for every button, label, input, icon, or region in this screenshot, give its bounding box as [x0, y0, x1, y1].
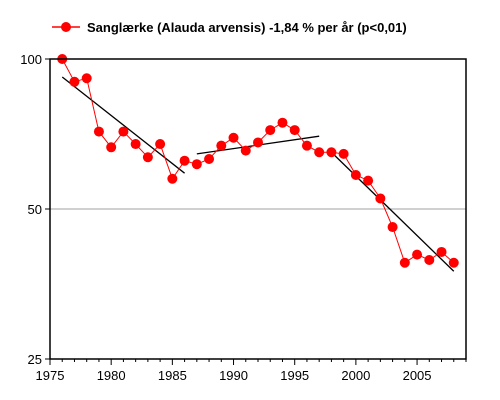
y-tick-label: 100	[20, 52, 42, 67]
trend-line	[61, 76, 185, 174]
series-line	[61, 58, 455, 264]
data-point	[118, 126, 129, 137]
data-point	[350, 170, 361, 181]
data-point	[130, 139, 141, 150]
data-point	[301, 140, 312, 151]
y-tick-label: 50	[28, 202, 42, 217]
data-point	[167, 173, 178, 184]
data-point	[412, 249, 423, 260]
data-point	[93, 126, 104, 137]
data-point	[179, 155, 190, 166]
data-point	[399, 257, 410, 268]
data-point	[155, 139, 166, 150]
data-point	[265, 125, 276, 136]
data-point	[228, 132, 239, 143]
x-tick-label: 1980	[97, 368, 126, 383]
data-point	[277, 117, 288, 128]
data-point	[326, 147, 337, 158]
x-tick-label: 1990	[219, 368, 248, 383]
data-point	[289, 125, 300, 136]
data-point	[106, 142, 117, 153]
data-point	[314, 147, 325, 158]
data-point	[424, 255, 435, 266]
trend-line	[330, 151, 455, 272]
data-point	[204, 153, 215, 164]
y-tick-label: 25	[28, 352, 42, 367]
data-point	[81, 73, 92, 84]
x-tick-label: 1985	[158, 368, 187, 383]
legend-marker-swatch	[61, 22, 71, 32]
data-series	[57, 54, 459, 268]
data-point	[240, 145, 251, 156]
x-tick-label: 1995	[280, 368, 309, 383]
data-point	[69, 76, 80, 87]
x-tick-label: 2000	[341, 368, 370, 383]
x-axis: 1975 1980 1985 1990 1995 2000 2005	[36, 359, 467, 383]
legend: Sanglærke (Alauda arvensis) -1,84 % per …	[52, 20, 407, 35]
trend-lines	[61, 76, 455, 272]
y-axis: 25 50 100	[20, 52, 50, 367]
data-point	[363, 175, 374, 186]
data-point	[253, 137, 263, 148]
data-point	[216, 140, 227, 151]
data-point	[436, 246, 447, 257]
x-tick-label: 2005	[403, 368, 432, 383]
data-point	[338, 148, 349, 159]
data-point	[142, 152, 153, 163]
data-point	[375, 193, 386, 204]
x-tick-label: 1975	[36, 368, 65, 383]
data-point	[387, 222, 398, 233]
data-point	[448, 257, 459, 268]
legend-label: Sanglærke (Alauda arvensis) -1,84 % per …	[87, 20, 407, 35]
data-point	[191, 159, 202, 170]
